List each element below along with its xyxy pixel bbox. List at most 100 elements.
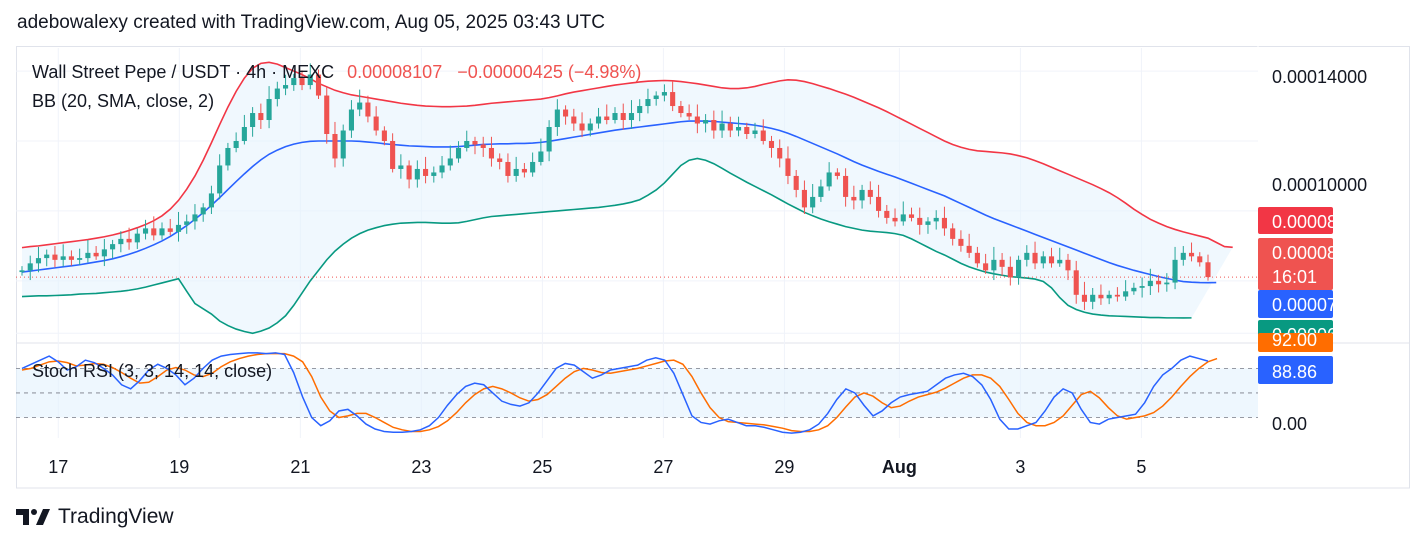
price-label-text: 0.00008958 <box>1272 212 1367 232</box>
candle-body <box>818 186 824 197</box>
candle-body <box>250 113 256 128</box>
candle-body <box>365 102 371 117</box>
candle <box>431 166 437 183</box>
candle-body <box>217 165 223 194</box>
candle <box>1007 256 1013 286</box>
candle-body <box>118 238 124 245</box>
candle <box>85 239 91 263</box>
price-label-upper: 0.00008958 <box>1258 207 1367 234</box>
candle-body <box>480 144 486 148</box>
candle <box>1172 246 1178 290</box>
candle <box>184 214 190 234</box>
candle-body <box>678 106 684 114</box>
price-label-text: 0.00008107 <box>1272 243 1367 263</box>
candle-body <box>1156 280 1162 285</box>
candle <box>1024 245 1030 267</box>
osc-label-K: 88.86 <box>1258 356 1333 384</box>
candle-body <box>77 258 83 260</box>
candle-body <box>1123 291 1129 297</box>
candle <box>571 108 577 131</box>
time-tick-label: 3 <box>1015 457 1025 477</box>
candle-body <box>1139 286 1145 288</box>
candle-body <box>1057 259 1063 264</box>
candle-body <box>703 120 709 124</box>
candle-body <box>917 217 923 225</box>
candle-body <box>101 249 107 257</box>
bb-basis-line <box>21 120 1217 284</box>
price-label-last: 0.00008107 16:01 <box>1258 238 1367 290</box>
candle-body <box>933 217 939 222</box>
candle-body <box>727 123 733 131</box>
price-label-box <box>1258 290 1333 318</box>
candle-body <box>983 263 989 271</box>
candle <box>620 103 626 130</box>
symbol-legend[interactable]: Wall Street Pepe / USDT · 4h · MEXC 0.00… <box>32 62 641 83</box>
candle <box>752 122 758 139</box>
candle <box>118 231 124 253</box>
time-tick-label: 17 <box>48 457 68 477</box>
candle <box>521 163 527 178</box>
candle <box>1057 247 1063 267</box>
candle-body <box>867 189 873 197</box>
candle-body <box>1188 252 1195 257</box>
candle <box>653 91 659 106</box>
candle-body <box>785 158 791 176</box>
price-label-box <box>1258 238 1333 290</box>
candle <box>455 141 462 163</box>
candle-body <box>192 214 198 222</box>
osc-label-text: 92.00 <box>1272 330 1317 350</box>
candle-body <box>1024 252 1030 260</box>
candle <box>291 73 297 91</box>
candle-body <box>1048 256 1055 264</box>
bb-legend[interactable]: BB (20, SMA, close, 2) <box>32 91 215 111</box>
candle <box>538 138 544 166</box>
candle-body <box>93 252 99 257</box>
price-label-box <box>1258 207 1333 234</box>
candle-body <box>719 123 725 131</box>
candle-body <box>85 252 91 259</box>
candle <box>406 160 412 189</box>
candle <box>834 168 840 180</box>
candle-body <box>283 85 289 89</box>
candle-body <box>513 168 519 176</box>
candle-body <box>1131 287 1137 292</box>
candle <box>1065 253 1071 281</box>
candle <box>1048 247 1055 268</box>
candle-body <box>908 214 915 218</box>
candle-body <box>258 113 264 121</box>
candle-body <box>406 165 412 180</box>
candle <box>546 120 552 162</box>
stoch-legend[interactable]: Stoch RSI (3, 3, 14, 14, close) <box>32 361 273 381</box>
candle <box>1131 282 1137 295</box>
candle <box>884 204 890 224</box>
candle <box>283 74 289 96</box>
candle <box>414 160 420 188</box>
candle <box>142 219 149 240</box>
candle-body <box>1007 266 1013 278</box>
tradingview-logo-icon <box>16 507 52 527</box>
bb-lower-line <box>21 157 1192 335</box>
candle-body <box>233 140 239 148</box>
tradingview-footer[interactable]: TradingView <box>16 505 174 529</box>
candle-body <box>1081 294 1088 302</box>
candle <box>991 246 997 281</box>
candle <box>604 104 610 125</box>
candle-body <box>628 113 635 121</box>
candle-body <box>999 259 1005 267</box>
candle-body <box>1172 259 1178 283</box>
candle <box>134 228 140 249</box>
candle-body <box>373 116 379 131</box>
candle-body <box>686 113 692 117</box>
osc-tick-label: 0.00 <box>1272 414 1307 434</box>
candle-body <box>974 252 980 264</box>
candle <box>908 207 915 222</box>
candle <box>843 168 849 207</box>
price-label-text: 0.00007948 <box>1272 295 1367 315</box>
candle-body <box>266 99 272 121</box>
candle <box>299 70 305 91</box>
candle <box>637 99 643 122</box>
candle <box>966 233 972 258</box>
candle <box>867 181 873 205</box>
candle-body <box>52 254 58 260</box>
